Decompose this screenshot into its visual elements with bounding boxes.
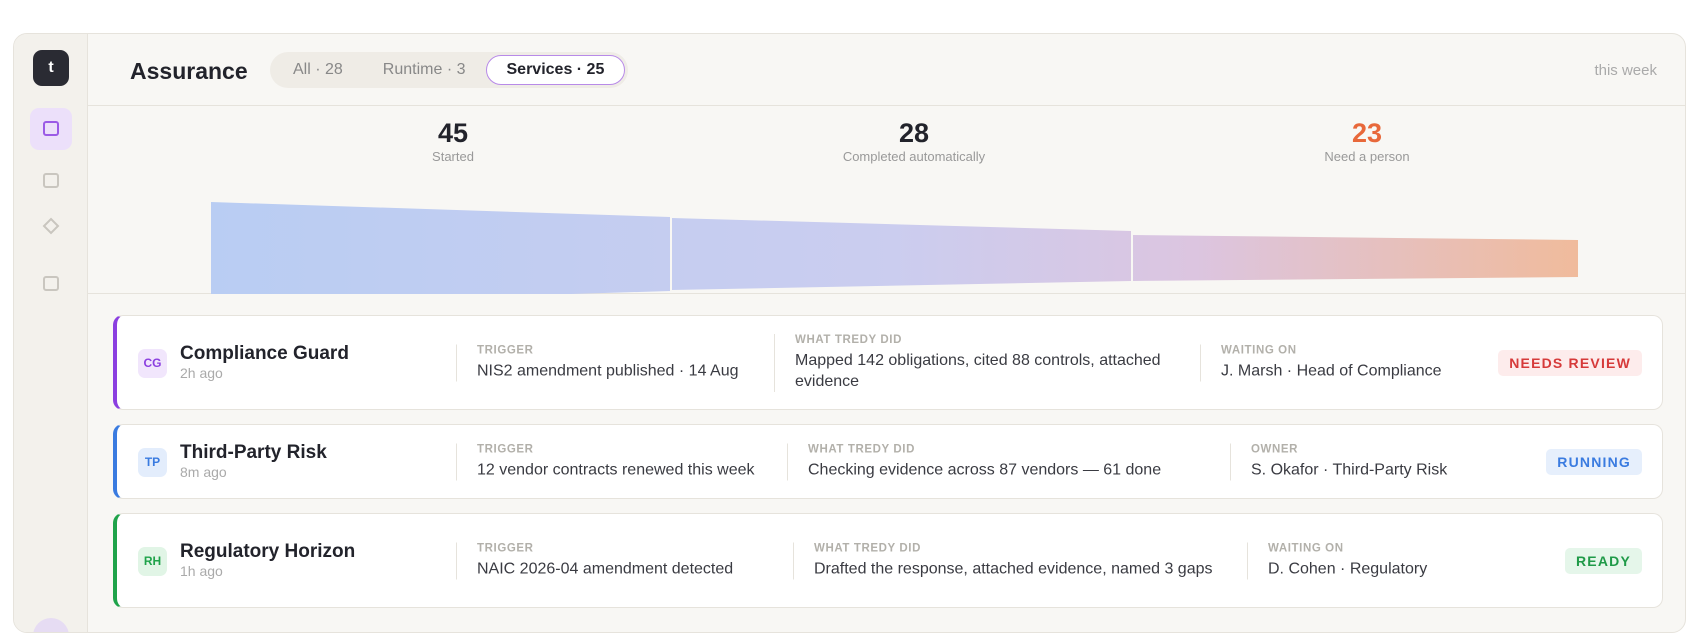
row-time: 2h ago xyxy=(180,364,223,381)
row-time: 1h ago xyxy=(180,562,223,579)
stage-value: 45 xyxy=(437,118,469,148)
column-text: NAIC 2026-04 amendment detected xyxy=(477,560,734,577)
column-text: 12 vendor contracts renewed this week xyxy=(477,461,755,478)
nav-icon[interactable] xyxy=(43,121,59,136)
stage-label: Completed automatically xyxy=(842,149,986,164)
user-avatar[interactable] xyxy=(33,618,69,633)
column: TRIGGER NIS2 amendment published · 14 Aug xyxy=(456,344,746,381)
column: TRIGGER 12 vendor contracts renewed this … xyxy=(456,443,766,480)
funnel-segment xyxy=(211,202,670,294)
logo[interactable]: t xyxy=(33,50,69,86)
status-badge: NEEDS REVIEW xyxy=(1498,349,1642,376)
funnel: 45 Started 28 Completed automatically 23 Need… xyxy=(88,106,1685,294)
tab[interactable]: Services · 25 xyxy=(485,55,626,85)
name-block: Regulatory Horizon 1h ago xyxy=(180,541,355,581)
column-label: OWNER xyxy=(1251,443,1299,455)
column-label: TRIGGER xyxy=(477,344,534,356)
column-text: NIS2 amendment published · 14 Aug xyxy=(477,362,739,379)
funnel-stage: 23 Need a person xyxy=(1217,118,1517,164)
row-time: 8m ago xyxy=(180,463,227,480)
column-text: Checking evidence across 87 vendors — 61… xyxy=(808,461,1162,478)
nav-icon[interactable] xyxy=(43,276,59,291)
column-label: WHAT TREDY DID xyxy=(814,542,921,554)
status-badge: READY xyxy=(1564,547,1642,574)
row-name: Compliance Guard xyxy=(180,342,349,364)
column: TRIGGER NAIC 2026-04 amendment detected xyxy=(456,542,776,579)
row-card[interactable]: TP Third-Party Risk 8m ago TRIGGER 12 vendor… xyxy=(113,424,1663,499)
sidebar-icons xyxy=(30,108,72,633)
name-block: Compliance Guard 2h ago xyxy=(180,343,349,383)
column-label: TRIGGER xyxy=(477,443,534,455)
row-name: Regulatory Horizon xyxy=(180,540,356,562)
row-card[interactable]: RH Regulatory Horizon 1h ago TRIGGER NAIC 20… xyxy=(113,513,1663,608)
status-badge: RUNNING xyxy=(1546,448,1642,475)
funnel-shape xyxy=(211,202,1578,294)
funnel-stage: 28 Completed automatically xyxy=(764,118,1064,164)
funnel-segment xyxy=(1133,235,1578,281)
column-text: Mapped 142 obligations, cited 88 control… xyxy=(795,351,1161,390)
column-label: WHAT TREDY DID xyxy=(808,443,915,455)
nav-active[interactable] xyxy=(30,108,72,150)
column: WHAT TREDY DID Mapped 142 obligations, ci… xyxy=(774,333,1174,392)
nav-icon[interactable] xyxy=(43,173,59,188)
column: OWNER S. Okafor · Third-Party Risk xyxy=(1230,443,1530,480)
stage-value: 28 xyxy=(898,118,930,148)
tabs: All · 28 Runtime · 3 Services · 25 xyxy=(270,52,629,88)
column: WAITING ON J. Marsh · Head of Compliance xyxy=(1200,344,1500,381)
stage-label: Started xyxy=(432,149,474,164)
column-text: S. Okafor · Third-Party Risk xyxy=(1251,461,1448,478)
column-label: WAITING ON xyxy=(1268,542,1344,554)
nav-icon[interactable] xyxy=(42,217,60,235)
row-name: Third-Party Risk xyxy=(180,441,327,463)
initials: TP xyxy=(138,447,167,477)
column-text: J. Marsh · Head of Compliance xyxy=(1221,362,1442,379)
name-block: Third-Party Risk 8m ago xyxy=(180,442,327,482)
column: WAITING ON D. Cohen · Regulatory xyxy=(1247,542,1547,579)
column: WHAT TREDY DID Checking evidence across 8… xyxy=(787,443,1207,480)
initials: CG xyxy=(138,348,167,378)
tab[interactable]: All · 28 xyxy=(293,61,343,78)
funnel-segment xyxy=(672,218,1131,290)
column-label: WAITING ON xyxy=(1221,344,1297,356)
header: Assurance All · 28 Runtime · 3 Services · … xyxy=(88,34,1685,106)
stage-value: 23 xyxy=(1351,118,1383,148)
funnel-stage: 45 Started xyxy=(303,118,603,164)
period[interactable]: this week xyxy=(1594,62,1657,79)
column: WHAT TREDY DID Drafted the response, atta… xyxy=(793,542,1213,579)
column-text: D. Cohen · Regulatory xyxy=(1268,560,1428,577)
row-card[interactable]: CG Compliance Guard 2h ago TRIGGER NIS2 amen… xyxy=(113,315,1663,410)
column-text: Drafted the response, attached evidence,… xyxy=(814,560,1213,577)
page-title: Assurance xyxy=(130,58,248,84)
sidebar: t xyxy=(14,34,88,632)
initials: RH xyxy=(138,546,167,576)
column-label: TRIGGER xyxy=(477,542,534,554)
column-label: WHAT TREDY DID xyxy=(795,333,902,346)
main: Assurance All · 28 Runtime · 3 Services · … xyxy=(88,34,1685,632)
stage-label: Need a person xyxy=(1324,149,1410,164)
tab[interactable]: Runtime · 3 xyxy=(382,61,466,78)
app-window: t Assurance All · 28 Runtime · 3 Services … xyxy=(13,33,1686,633)
